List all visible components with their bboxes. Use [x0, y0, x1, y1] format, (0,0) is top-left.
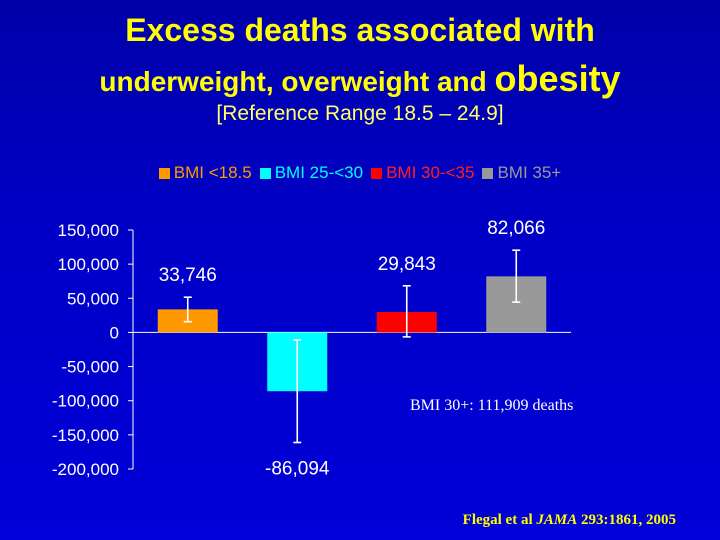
- citation-ref: 293:1861, 2005: [577, 512, 676, 528]
- legend-item-underweight: BMI <18.5: [158, 163, 252, 183]
- legend: BMI <18.5 BMI 25-<30 BMI 30-<35 BMI 35+: [0, 163, 720, 183]
- data-label: -86,094: [265, 459, 330, 480]
- citation: Flegal et al JAMA 293:1861, 2005: [463, 512, 676, 529]
- y-tick-label: 50,000: [67, 289, 119, 308]
- citation-authors: Flegal et al: [462, 512, 537, 528]
- legend-item-obese-2: BMI 35+: [482, 163, 561, 183]
- chart-subtitle: [Reference Range 18.5 – 24.9]: [216, 102, 504, 125]
- legend-label-overweight: BMI 25-<30: [274, 163, 364, 182]
- legend-swatch-underweight: [158, 167, 170, 179]
- legend-label-obese-2: BMI 35+: [497, 163, 562, 182]
- y-tick-label: -50,000: [61, 358, 119, 377]
- chart-title-line1: Excess deaths associated with: [125, 12, 595, 48]
- y-tick-label: -100,000: [52, 392, 119, 411]
- legend-item-obese-1: BMI 30-<35: [371, 163, 474, 183]
- y-tick-label: 150,000: [58, 221, 119, 240]
- legend-swatch-overweight: [259, 167, 271, 179]
- data-label: 29,843: [378, 254, 436, 275]
- y-tick-label: 100,000: [58, 255, 119, 274]
- chart-title-line2-a: underweight, overweight and: [99, 66, 495, 97]
- chart-title-line2: underweight, overweight and obesity: [0, 58, 720, 100]
- y-tick-label: -200,000: [52, 460, 119, 479]
- y-tick-label: -150,000: [52, 426, 119, 445]
- legend-swatch-obese-2: [482, 167, 494, 179]
- data-label: 33,746: [159, 265, 217, 286]
- chart-title-line2-b: obesity: [494, 58, 621, 99]
- legend-label-obese-1: BMI 30-<35: [386, 163, 475, 182]
- legend-item-overweight: BMI 25-<30: [259, 163, 364, 183]
- citation-journal: JAMA: [536, 512, 578, 528]
- legend-swatch-obese-1: [371, 167, 383, 179]
- total-deaths-annotation: BMI 30+: 111,909 deaths: [410, 397, 574, 414]
- y-tick-label: 0: [110, 323, 119, 342]
- data-label: 82,066: [487, 218, 545, 239]
- legend-label-underweight: BMI <18.5: [173, 163, 252, 182]
